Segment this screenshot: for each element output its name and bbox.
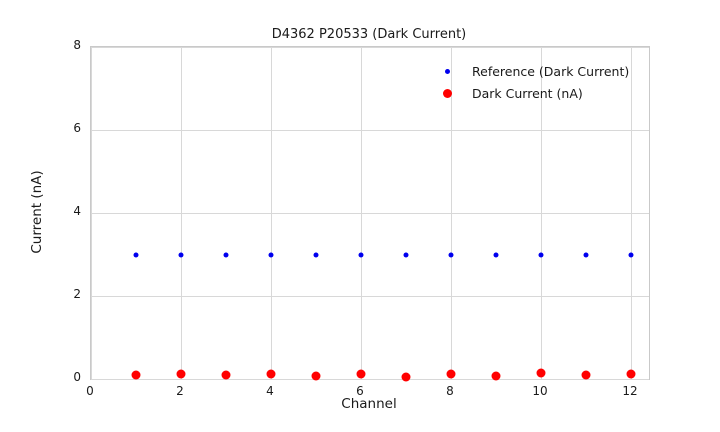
y-tick-label: 2 <box>73 287 81 301</box>
legend: Reference (Dark Current) Dark Current (nA… <box>432 60 629 104</box>
x-tick-label: 6 <box>356 384 364 398</box>
chart-title: D4362 P20533 (Dark Current) <box>271 27 467 42</box>
plot-area <box>90 46 650 381</box>
legend-entry: Reference (Dark Current) <box>432 60 629 82</box>
y-tick-label: 0 <box>73 370 81 384</box>
data-point-dark-current-na <box>311 371 321 381</box>
legend-entry: Dark Current (nA) <box>432 82 629 104</box>
y-tick-label: 6 <box>73 121 81 135</box>
y-tick-label: 4 <box>73 204 81 218</box>
x-tick-label: 2 <box>176 384 184 398</box>
data-point-reference-dark-current <box>268 252 274 257</box>
data-point-dark-current-na <box>446 369 456 379</box>
x-axis-label: Channel <box>341 396 397 412</box>
legend-label: Reference (Dark Current) <box>472 63 630 79</box>
data-point-dark-current-na <box>266 369 276 379</box>
data-point-dark-current-na <box>491 371 501 381</box>
legend-marker-cell <box>432 88 462 98</box>
gridline-horizontal <box>91 212 649 214</box>
x-tick-label: 0 <box>86 384 94 398</box>
data-point-dark-current-na <box>581 370 591 380</box>
data-point-dark-current-na <box>356 369 366 379</box>
data-point-dark-current-na <box>401 372 411 381</box>
legend-marker-icon <box>442 88 452 98</box>
data-point-reference-dark-current <box>448 252 454 257</box>
x-tick-label: 10 <box>532 384 548 398</box>
data-point-reference-dark-current <box>583 252 589 257</box>
data-point-reference-dark-current <box>133 252 139 257</box>
data-point-dark-current-na <box>626 369 636 379</box>
data-point-reference-dark-current <box>358 252 364 257</box>
data-point-reference-dark-current <box>628 252 634 257</box>
data-point-reference-dark-current <box>313 252 319 257</box>
x-tick-label: 4 <box>266 384 274 398</box>
data-point-dark-current-na <box>131 370 141 380</box>
gridline-horizontal <box>91 378 649 380</box>
data-point-dark-current-na <box>536 368 546 378</box>
data-point-reference-dark-current <box>223 252 229 257</box>
legend-marker-icon <box>444 68 450 74</box>
legend-label: Dark Current (nA) <box>472 85 583 101</box>
y-tick-label: 8 <box>73 38 81 52</box>
x-tick-label: 8 <box>446 384 454 398</box>
data-point-reference-dark-current <box>493 252 499 257</box>
data-point-dark-current-na <box>176 369 186 379</box>
gridline-horizontal <box>91 295 649 297</box>
y-axis-label: Current (nA) <box>29 170 45 254</box>
legend-marker-cell <box>432 68 462 74</box>
data-point-reference-dark-current <box>538 252 544 257</box>
data-point-reference-dark-current <box>403 252 409 257</box>
data-point-dark-current-na <box>221 370 231 380</box>
gridline-horizontal <box>91 129 649 131</box>
x-tick-label: 12 <box>622 384 638 398</box>
gridline-horizontal <box>91 46 649 48</box>
data-point-reference-dark-current <box>178 252 184 257</box>
